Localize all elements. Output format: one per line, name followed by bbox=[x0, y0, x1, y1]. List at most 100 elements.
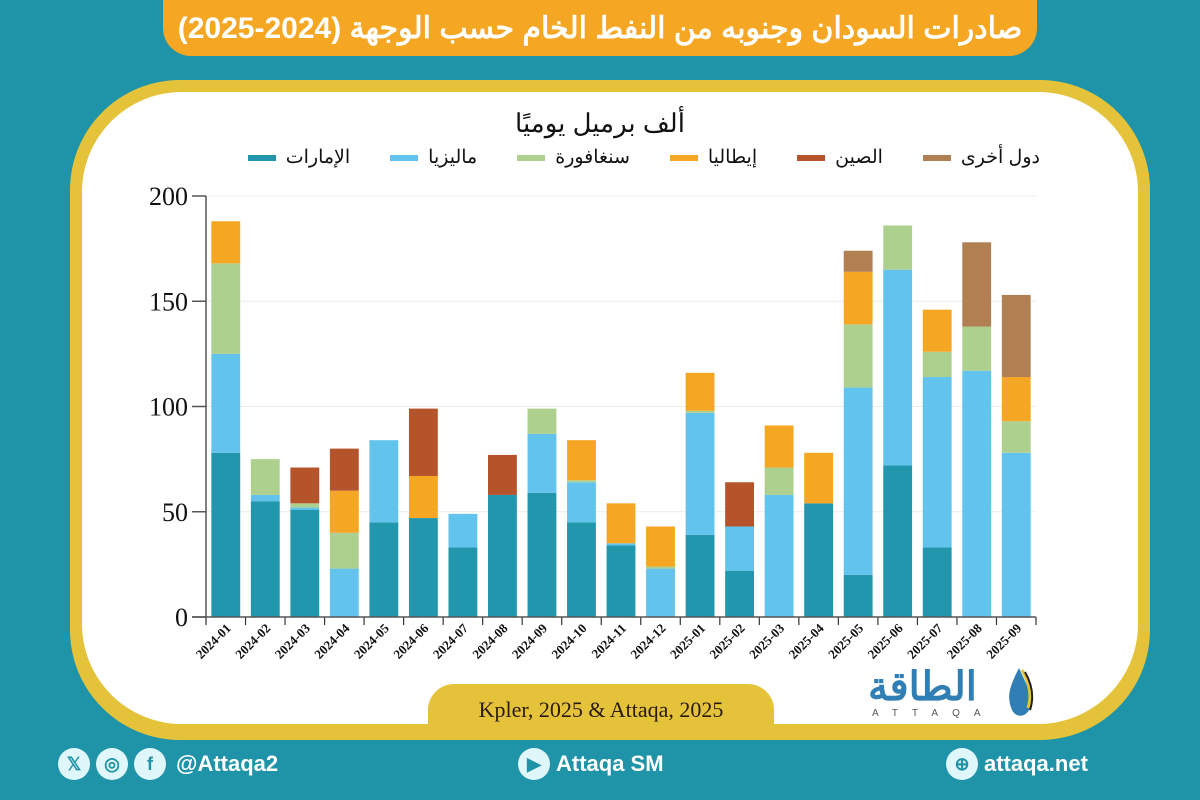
bar-segment bbox=[527, 433, 557, 493]
legend-label: الإمارات bbox=[285, 147, 351, 168]
bar-segment bbox=[488, 454, 517, 495]
x-tick-label: 2024-09 bbox=[509, 620, 551, 662]
y-tick-label: 200 bbox=[149, 182, 188, 211]
x-tick-label: 2024-10 bbox=[548, 621, 589, 662]
bar-segment bbox=[646, 566, 675, 569]
bar-segment bbox=[250, 494, 280, 502]
social-handle[interactable]: @Attaqa2 bbox=[176, 751, 279, 776]
y-tick-label: 50 bbox=[162, 498, 188, 527]
bar-segment bbox=[804, 452, 834, 504]
chart-title: ألف برميل يوميًا bbox=[515, 108, 685, 138]
bar-segment bbox=[527, 492, 557, 617]
social-links: 𝕏 ◎ f @Attaqa2 bbox=[58, 744, 278, 784]
bar-segment bbox=[369, 440, 399, 523]
x-tick-label: 2025-06 bbox=[865, 620, 907, 662]
bar-segment bbox=[843, 387, 873, 575]
x-tick-label: 2025-07 bbox=[904, 620, 946, 662]
y-tick-label: 100 bbox=[149, 393, 188, 422]
page-title: صادرات السودان وجنوبه من النفط الخام حسب… bbox=[177, 11, 1023, 45]
bar-segment bbox=[211, 221, 241, 264]
x-tick-label: 2024-03 bbox=[272, 620, 314, 662]
legend-swatch bbox=[922, 154, 951, 161]
bar-segment bbox=[922, 309, 952, 352]
bar-segment bbox=[685, 372, 715, 411]
bar-segment bbox=[922, 547, 952, 617]
x-tick-label: 2024-04 bbox=[311, 620, 353, 662]
legend-swatch bbox=[669, 154, 698, 161]
x-tick-label: 2024-06 bbox=[390, 620, 432, 662]
x-tick-label: 2025-05 bbox=[825, 620, 867, 662]
bar-segment bbox=[883, 269, 913, 466]
bar-segment bbox=[1001, 294, 1031, 378]
x-tick-label: 2025-02 bbox=[706, 621, 747, 662]
legend-swatch bbox=[247, 154, 276, 161]
bar-segment bbox=[922, 377, 952, 548]
legend-swatch bbox=[797, 154, 826, 161]
youtube-link: ▶ Attaqa SM bbox=[518, 744, 664, 784]
y-tick-label: 0 bbox=[175, 603, 188, 632]
x-icon[interactable]: 𝕏 bbox=[58, 748, 90, 780]
bar-segment bbox=[725, 526, 754, 571]
website-link: ⊕ attaqa.net bbox=[946, 744, 1088, 784]
source-label: Kpler, 2025 & Attaqa, 2025 bbox=[428, 684, 774, 736]
drop-icon bbox=[1009, 668, 1034, 716]
bar-segment bbox=[764, 467, 794, 495]
legend-label: إيطاليا bbox=[707, 147, 758, 168]
x-tick-label: 2024-01 bbox=[193, 621, 234, 662]
bar-segment bbox=[329, 568, 359, 617]
globe-icon[interactable]: ⊕ bbox=[946, 748, 978, 780]
logo-latin: ATTAQA bbox=[872, 708, 995, 719]
bar-segment bbox=[962, 326, 992, 371]
legend-label: سنغافورة bbox=[555, 147, 630, 168]
legend-swatch bbox=[517, 154, 546, 161]
x-tick-label: 2024-08 bbox=[469, 620, 511, 662]
bar-segment bbox=[211, 263, 241, 354]
bar-segment bbox=[606, 543, 636, 546]
bar-segment bbox=[606, 503, 636, 544]
bar-segment bbox=[567, 440, 596, 481]
bar-segment bbox=[408, 475, 438, 519]
bar-segment bbox=[1001, 421, 1031, 453]
legend-swatch bbox=[390, 154, 419, 161]
bar-segment bbox=[725, 570, 754, 617]
bar-segment bbox=[843, 250, 873, 272]
bar-segment bbox=[329, 532, 359, 569]
bar-segment bbox=[290, 509, 320, 617]
chart-legend: الإمارات ماليزيا سنغافورة إيطاليا الصين دول أ… bbox=[247, 146, 1040, 169]
bar-segment bbox=[962, 242, 992, 327]
bar-segment bbox=[408, 408, 438, 476]
x-tick-label: 2024-02 bbox=[232, 621, 273, 662]
bar-segment bbox=[567, 522, 596, 617]
bar-segment bbox=[764, 425, 794, 468]
bar-segment bbox=[646, 568, 675, 617]
x-tick-label: 2025-03 bbox=[746, 620, 788, 662]
bar-segment bbox=[211, 452, 241, 617]
instagram-icon[interactable]: ◎ bbox=[96, 748, 128, 780]
bar-segment bbox=[764, 494, 794, 617]
bar-segment bbox=[883, 465, 913, 617]
youtube-channel[interactable]: Attaqa SM bbox=[556, 751, 664, 776]
x-tick-label: 2024-07 bbox=[430, 620, 472, 662]
facebook-icon[interactable]: f bbox=[134, 748, 166, 780]
bar-segment bbox=[527, 408, 557, 434]
bar-segment bbox=[646, 526, 675, 567]
x-tick-label: 2025-08 bbox=[944, 620, 986, 662]
x-tick-label: 2025-09 bbox=[983, 620, 1025, 662]
legend-item: الصين bbox=[797, 146, 883, 169]
website-url[interactable]: attaqa.net bbox=[984, 751, 1088, 776]
legend-label: ماليزيا bbox=[428, 147, 478, 168]
bar-segment bbox=[567, 480, 596, 483]
youtube-icon[interactable]: ▶ bbox=[518, 748, 550, 780]
logo-arabic: الطاقة bbox=[868, 665, 977, 709]
x-tick-label: 2024-11 bbox=[588, 621, 629, 662]
x-tick-label: 2025-04 bbox=[785, 620, 827, 662]
bar-segment bbox=[843, 574, 873, 617]
bar-segment bbox=[922, 351, 952, 378]
bar-segment bbox=[804, 503, 834, 617]
y-tick-label: 150 bbox=[149, 287, 188, 316]
title-banner: صادرات السودان وجنوبه من النفط الخام حسب… bbox=[163, 0, 1037, 56]
bar-segment bbox=[448, 547, 478, 617]
bar-segment bbox=[408, 518, 438, 617]
bar-segment bbox=[725, 482, 754, 527]
